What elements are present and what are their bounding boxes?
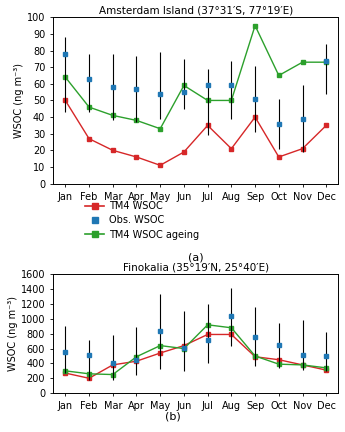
Y-axis label: WSOC (ng m⁻³): WSOC (ng m⁻³) xyxy=(8,296,18,371)
Y-axis label: WSOC (ng m⁻³): WSOC (ng m⁻³) xyxy=(14,63,24,138)
Text: (a): (a) xyxy=(188,252,204,262)
Title: Amsterdam Island (37°31′S, 77°19′E): Amsterdam Island (37°31′S, 77°19′E) xyxy=(99,5,293,15)
Title: Finokalia (35°19′N, 25°40′E): Finokalia (35°19′N, 25°40′E) xyxy=(123,262,269,272)
Text: (b): (b) xyxy=(165,411,180,421)
Legend: TM4 WSOC, Obs. WSOC, TM4 WSOC ageing: TM4 WSOC, Obs. WSOC, TM4 WSOC ageing xyxy=(81,197,203,244)
